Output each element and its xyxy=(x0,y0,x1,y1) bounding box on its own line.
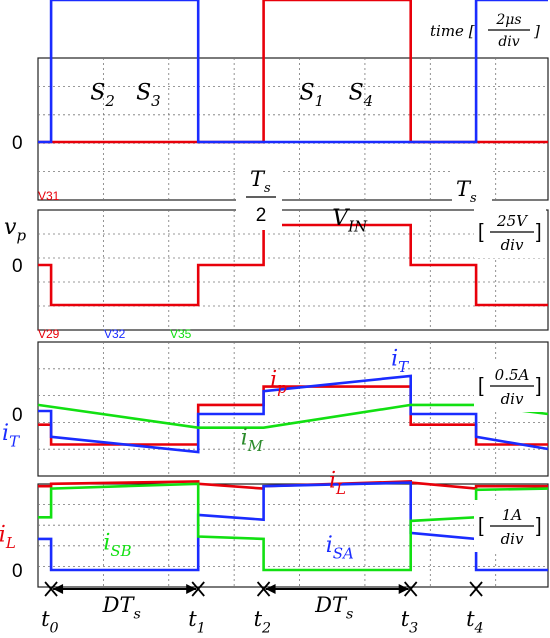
arrow-head-left xyxy=(265,584,276,594)
scale-box-vp: [25V div] xyxy=(474,206,546,258)
ts-sub: s xyxy=(470,191,477,206)
time-scale-header: time [ 2μs div ] xyxy=(430,12,540,50)
trace-label-iSB: iSB xyxy=(103,531,131,561)
scale-box-currents-secondary: [1A div] xyxy=(474,500,546,552)
probe-label: V29 xyxy=(38,327,60,341)
tick-label-t4: t4 xyxy=(466,607,484,636)
period-marks: T s 2 T s xyxy=(236,160,492,230)
trace-label-iSA: iSA xyxy=(326,533,354,563)
time-axis: DTs DTs t0 t1 t2 t3 t4 xyxy=(41,581,484,636)
ts-half-den: 2 xyxy=(256,205,267,226)
scale-den: div xyxy=(501,236,524,254)
scale-bracket-open: [ xyxy=(478,515,484,537)
panel-frame-currents-primary xyxy=(37,341,549,477)
tick-label-t0: t0 xyxy=(41,607,59,636)
time-scale-den: div xyxy=(498,34,519,50)
probe-label: V32 xyxy=(104,327,126,341)
arrow-head-right xyxy=(398,584,409,594)
ts-half-sub: s xyxy=(264,181,271,196)
trace-label-iT: iT xyxy=(391,346,409,376)
scale-num: 1A xyxy=(502,506,523,524)
zero-label: 0 xyxy=(12,561,23,582)
time-scale-suffix: ] xyxy=(533,22,540,40)
trace-label-iL: iL xyxy=(0,522,16,552)
tick-cross xyxy=(191,581,205,597)
trace-switches-s1 xyxy=(38,0,548,144)
panel-frame-vp xyxy=(37,209,549,331)
scale-den: div xyxy=(501,390,524,408)
tick-cross xyxy=(256,581,271,597)
scale-bracket-close: ] xyxy=(536,221,542,243)
ts-half-T: T xyxy=(250,167,266,191)
zero-label: 0 xyxy=(12,405,23,426)
ts-backdrop xyxy=(452,170,492,206)
ts-T: T xyxy=(456,177,472,201)
zero-label: 0 xyxy=(12,256,23,277)
trace-vp-s0 xyxy=(38,223,548,307)
waveform-traces xyxy=(37,0,549,572)
ts-half-backdrop xyxy=(236,160,282,230)
panel-frames xyxy=(37,57,549,588)
panel-frame-currents-secondary xyxy=(37,483,549,588)
trace-label-iT: iT xyxy=(2,421,20,451)
trace-label-VIN: VIN xyxy=(332,206,368,236)
trace-label-iM: iM xyxy=(241,425,264,455)
scale-bracket-open: [ xyxy=(478,375,484,397)
arrow-head-right xyxy=(186,584,197,594)
time-scale-prefix: time [ xyxy=(430,22,475,40)
tick-cross xyxy=(44,581,58,597)
interval-label: DTs xyxy=(102,593,141,622)
trace-label-S3: S3 xyxy=(136,80,161,110)
probe-label: V35 xyxy=(170,327,192,341)
trace-label-S2: S2 xyxy=(90,80,115,110)
trace-label-S1: S1 xyxy=(300,80,325,110)
trace-currents-primary-i_T xyxy=(38,374,549,454)
scale-num: 25V xyxy=(496,212,529,230)
tick-label-t3: t3 xyxy=(401,607,419,636)
scale-box-currents-primary: [0.5A div] xyxy=(474,360,546,412)
trace-label-ip: ip xyxy=(270,368,287,398)
trace-label-iL: iL xyxy=(329,468,346,498)
probe-label: V31 xyxy=(38,189,60,203)
scale-bracket-close: ] xyxy=(536,515,542,537)
time-scale-num: 2μs xyxy=(495,12,521,28)
tick-cross xyxy=(404,581,418,597)
tick-label-t1: t1 xyxy=(188,607,206,636)
scale-num: 0.5A xyxy=(495,366,530,384)
tick-label-t2: t2 xyxy=(254,607,272,636)
interval-label: DTs xyxy=(314,593,353,622)
panel-frame-switches xyxy=(37,57,549,201)
panel-variable-label: vp xyxy=(4,215,26,245)
waveform-annotations: 0 S2 S3 S1 S4 0 VIN V31 vp [25V div] 0 ip iT iT iM V29 V3… xyxy=(0,80,546,582)
tick-cross xyxy=(469,581,483,597)
arrow-head-left xyxy=(53,584,64,594)
scale-bracket-open: [ xyxy=(478,221,484,243)
zero-label: 0 xyxy=(12,133,23,154)
scale-bracket-close: ] xyxy=(536,375,542,397)
scale-den: div xyxy=(501,530,524,548)
trace-label-S4: S4 xyxy=(349,80,374,110)
